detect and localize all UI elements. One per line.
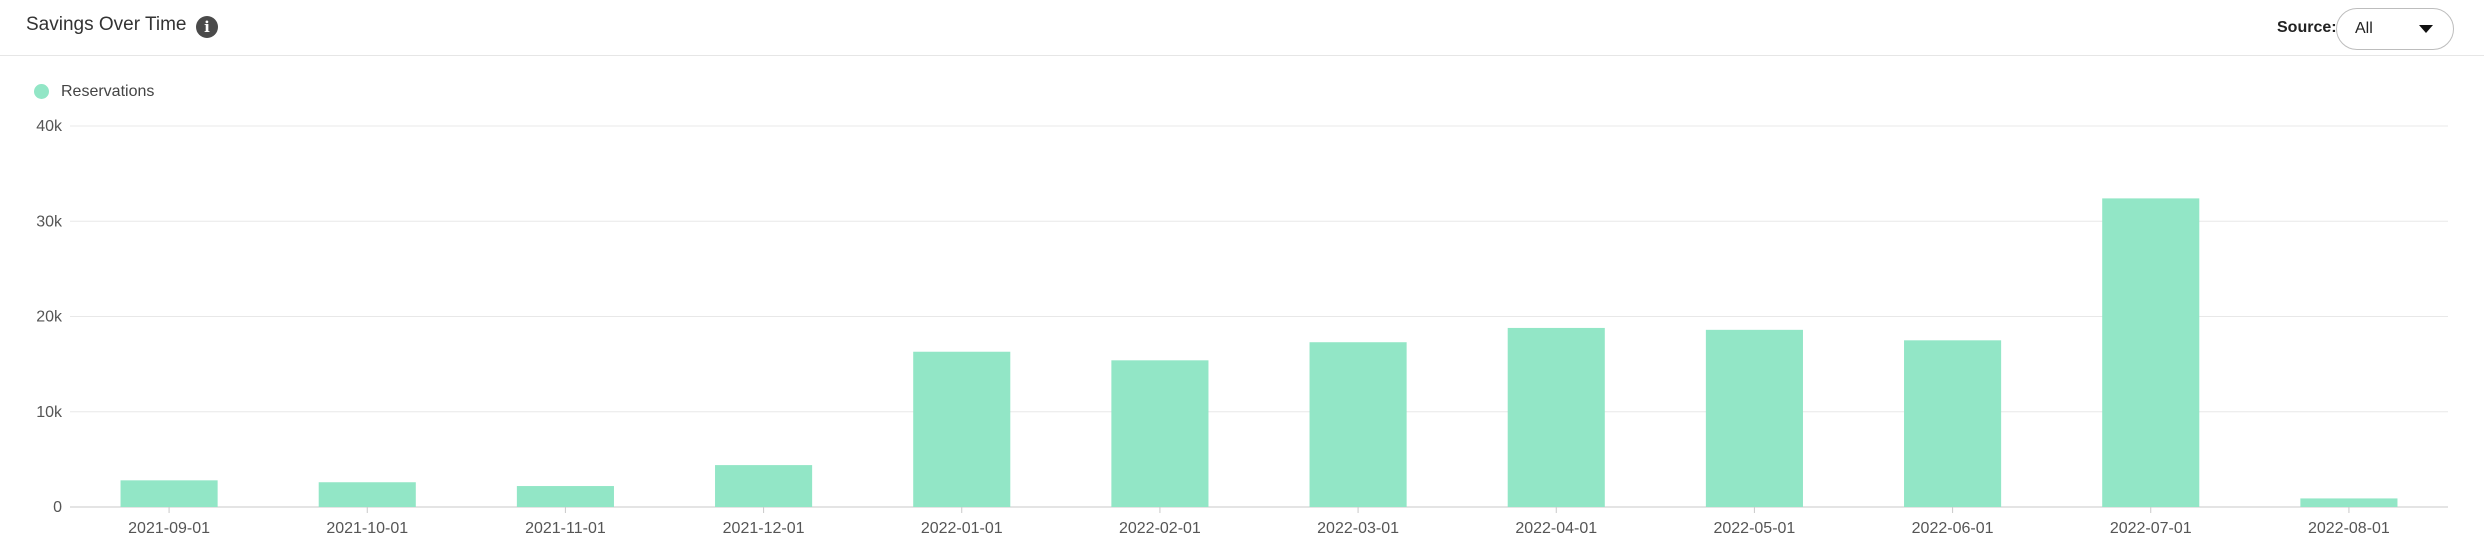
x-tick-label: 2022-07-01 [2110,520,2192,537]
y-tick-label: 0 [53,499,62,516]
bar [120,480,218,507]
bar [1705,329,1803,507]
x-tick-label: 2021-11-01 [525,520,606,537]
info-icon[interactable]: i [196,16,218,38]
source-label: Source: [2277,19,2337,36]
y-tick-label: 30k [36,213,63,230]
bar [1904,340,2002,507]
x-tick-label: 2022-08-01 [2308,520,2390,537]
x-tick-label: 2021-09-01 [128,520,210,537]
x-tick-label: 2022-05-01 [1713,520,1795,537]
bar [2102,198,2200,507]
chevron-down-icon [2419,25,2433,33]
y-tick-label: 10k [36,404,63,421]
y-tick-label: 20k [36,309,63,326]
bar [1507,327,1605,507]
bar [913,351,1011,507]
chart-header: Savings Over Time i Source: All [0,0,2484,56]
source-dropdown[interactable]: All [2336,8,2454,50]
bar [516,486,614,507]
x-tick-label: 2022-01-01 [921,520,1003,537]
legend-marker [34,84,49,99]
bar [1309,342,1407,507]
x-tick-label: 2022-02-01 [1119,520,1201,537]
x-tick-label: 2021-10-01 [326,520,408,537]
bar [715,465,813,507]
bar [1111,360,1209,507]
x-tick-label: 2021-12-01 [723,520,805,537]
bar [318,482,416,507]
bar [2300,498,2398,507]
x-tick-label: 2022-03-01 [1317,520,1399,537]
x-tick-label: 2022-04-01 [1515,520,1597,537]
source-value: All [2355,20,2373,37]
y-tick-label: 40k [36,118,63,135]
chart-title: Savings Over Time [26,14,187,35]
x-tick-label: 2022-06-01 [1912,520,1994,537]
legend-label: Reservations [61,83,155,100]
